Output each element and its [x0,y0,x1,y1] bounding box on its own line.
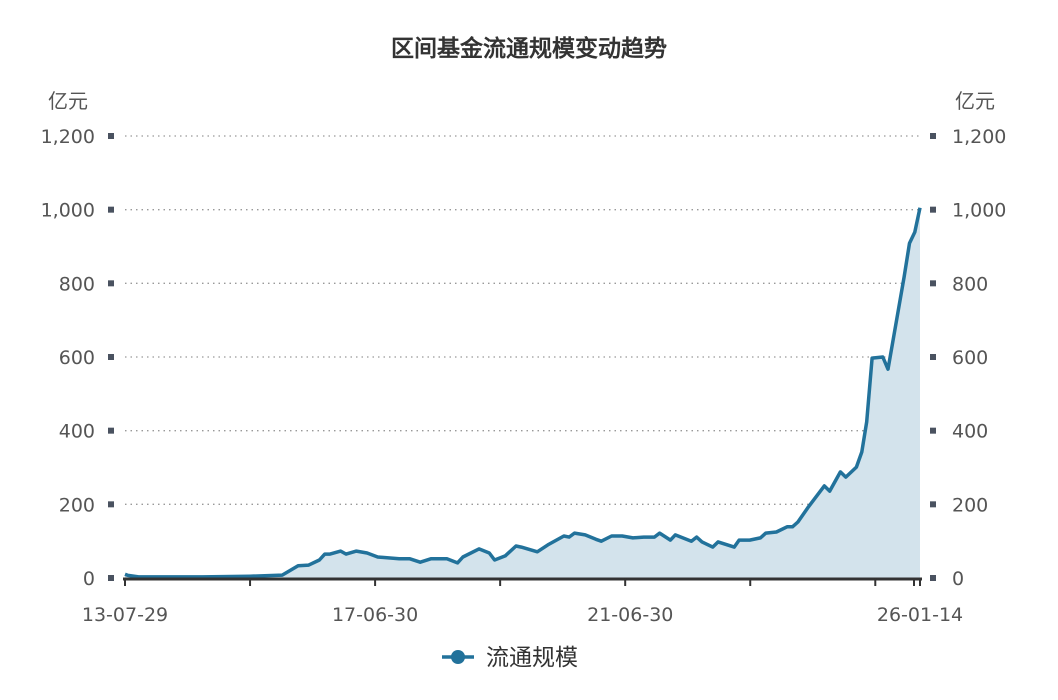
y-tick-label-left: 800 [59,273,95,295]
y-tick-label-right: 600 [952,347,988,369]
y-tick-marker-right [930,280,936,287]
series-line [124,207,922,579]
y-tick-marker-right [930,133,936,139]
y-tick-marker-left [108,501,114,508]
y-tick-label-left: 0 [83,568,95,590]
y-axis-right-unit: 亿元 [955,89,995,113]
x-tick-label: 21-06-30 [587,604,673,626]
y-tick-label-right: 1,000 [952,200,1006,222]
x-tick-label: 13-07-29 [82,604,168,626]
y-tick-label-right: 0 [952,568,964,590]
legend-label: 流通规模 [486,645,578,671]
grid [125,135,920,505]
series-area-fill [125,207,920,579]
y-tick-label-right: 400 [952,421,988,443]
y-tick-label-left: 400 [59,421,95,443]
chart-title: 区间基金流通规模变动趋势 [391,35,667,62]
y-axis-left-unit: 亿元 [48,89,88,113]
series-points [124,207,921,577]
x-axis: 13-07-29 17-06-30 21-06-30 26-01-14 [82,578,963,626]
x-tick-label: 17-06-30 [332,604,418,626]
y-tick-marker-left [108,575,114,581]
y-tick-label-left: 1,200 [41,126,95,148]
y-tick-marker-left [108,206,114,213]
y-tick-label-right: 200 [952,494,988,516]
y-tick-label-left: 1,000 [41,200,95,222]
y-tick-marker-left [108,427,114,434]
y-tick-marker-left [108,280,114,287]
y-tick-marker-right [930,501,936,508]
y-axis-left: 0 200 400 600 800 1,000 1,200 [41,126,114,590]
y-tick-label-left: 600 [59,347,95,369]
x-tick-label: 26-01-14 [877,604,963,626]
y-tick-label-left: 200 [59,494,95,516]
y-tick-label-right: 1,200 [952,126,1006,148]
y-tick-marker-right [930,575,936,581]
legend[interactable]: 流通规模 [442,645,578,671]
legend-dot-marker [451,650,465,664]
y-tick-label-right: 800 [952,273,988,295]
y-axis-right: 0 200 400 600 800 1,000 1,200 [930,126,1006,590]
y-tick-marker-right [930,427,936,434]
y-tick-marker-left [108,133,114,139]
y-tick-marker-right [930,206,936,213]
y-tick-marker-left [108,354,114,360]
y-tick-marker-right [930,354,936,360]
